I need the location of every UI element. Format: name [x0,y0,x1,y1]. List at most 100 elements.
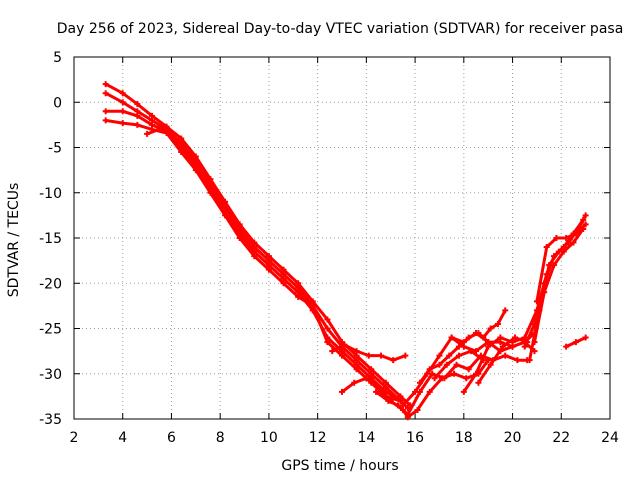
data-point [443,361,450,368]
data-point [570,239,577,246]
data-point [463,375,470,382]
data-point [550,262,557,269]
data-point [475,379,482,386]
y-tick-label: -35 [39,412,62,428]
data-point [377,352,384,359]
data-point [363,375,370,382]
y-tick-label: -10 [39,186,62,202]
data-point [280,280,287,287]
data-point [502,307,509,314]
data-point [541,289,548,296]
data-point [119,108,126,115]
x-tick-label: 14 [357,430,375,446]
data-point [582,221,589,228]
data-point [446,352,453,359]
series-track-2 [102,90,411,412]
data-point [324,316,331,323]
data-point [563,343,570,350]
data-point [514,357,521,364]
data-point [436,352,443,359]
series-track-6 [329,341,409,364]
data-point [102,108,109,115]
data-point [468,348,475,355]
series-track-20 [563,334,589,350]
data-point [180,144,187,151]
data-point [134,112,141,119]
x-tick-label: 10 [260,430,278,446]
data-point [526,357,533,364]
data-point [324,325,331,332]
series-line [104,91,410,410]
y-tick-label: 0 [53,95,62,111]
data-point [156,126,163,133]
y-tick-label: -15 [39,231,62,247]
data-point [487,325,494,332]
data-point [265,266,272,273]
series-line [535,222,588,303]
data-point [102,81,109,88]
data-point [572,230,579,237]
data-point [353,366,360,373]
x-tick-labels: 2 4 6 8 10 12 14 16 18 20 22 24 [70,430,619,446]
data-point [353,348,360,355]
data-point [192,167,199,174]
y-tick-label: -30 [39,367,62,383]
data-point [494,320,501,327]
series-track-15 [480,307,509,341]
series-line [104,82,412,407]
data-point [455,343,462,350]
data-point [460,388,467,395]
data-point [339,352,345,359]
data-point [402,352,409,359]
data-point [426,366,433,373]
y-tick-labels: 5 0 -5 -10 -15 -20 -25 -30 -35 [39,50,62,428]
y-tick-label: 5 [53,50,62,66]
series-line [533,227,585,344]
data-point [436,361,443,368]
x-axis-label: GPS time / hours [281,458,398,474]
data-point [329,348,336,355]
data-point [373,388,380,395]
data-point [455,352,462,359]
y-tick-label: -5 [48,141,62,157]
data-point [192,158,199,165]
data-point [460,339,467,346]
data-point [451,370,458,377]
data-point [102,117,109,124]
data-point [178,149,185,156]
data-point [134,121,141,128]
data-point [465,366,472,373]
data-point [399,402,406,409]
x-tick-label: 16 [406,430,424,446]
data-point [119,99,126,106]
y-tick-label: -20 [39,276,62,292]
data-point [553,235,560,241]
series-track-5 [144,126,199,165]
data-point [497,334,504,341]
x-tick-label: 18 [455,430,473,446]
x-tick-label: 22 [552,430,570,446]
data-point [416,379,423,386]
data-point [533,298,540,305]
data-point [236,235,243,241]
data-point [531,339,538,346]
data-point [582,334,589,341]
data-point [134,101,141,108]
data-point [502,352,509,359]
data-point [251,253,258,260]
data-point [441,375,448,382]
data-point [404,411,411,418]
data-point [480,334,487,341]
data-point [511,334,518,341]
axis-ticks [73,56,611,420]
data-point [453,361,460,368]
y-tick-label: -25 [39,322,62,338]
data-point [119,90,126,97]
data-point [412,388,419,395]
data-point [560,248,567,255]
data-point [365,352,372,359]
x-tick-label: 4 [118,430,127,446]
data-point [485,343,492,350]
grid-lines [74,57,610,419]
data-point [295,293,302,300]
